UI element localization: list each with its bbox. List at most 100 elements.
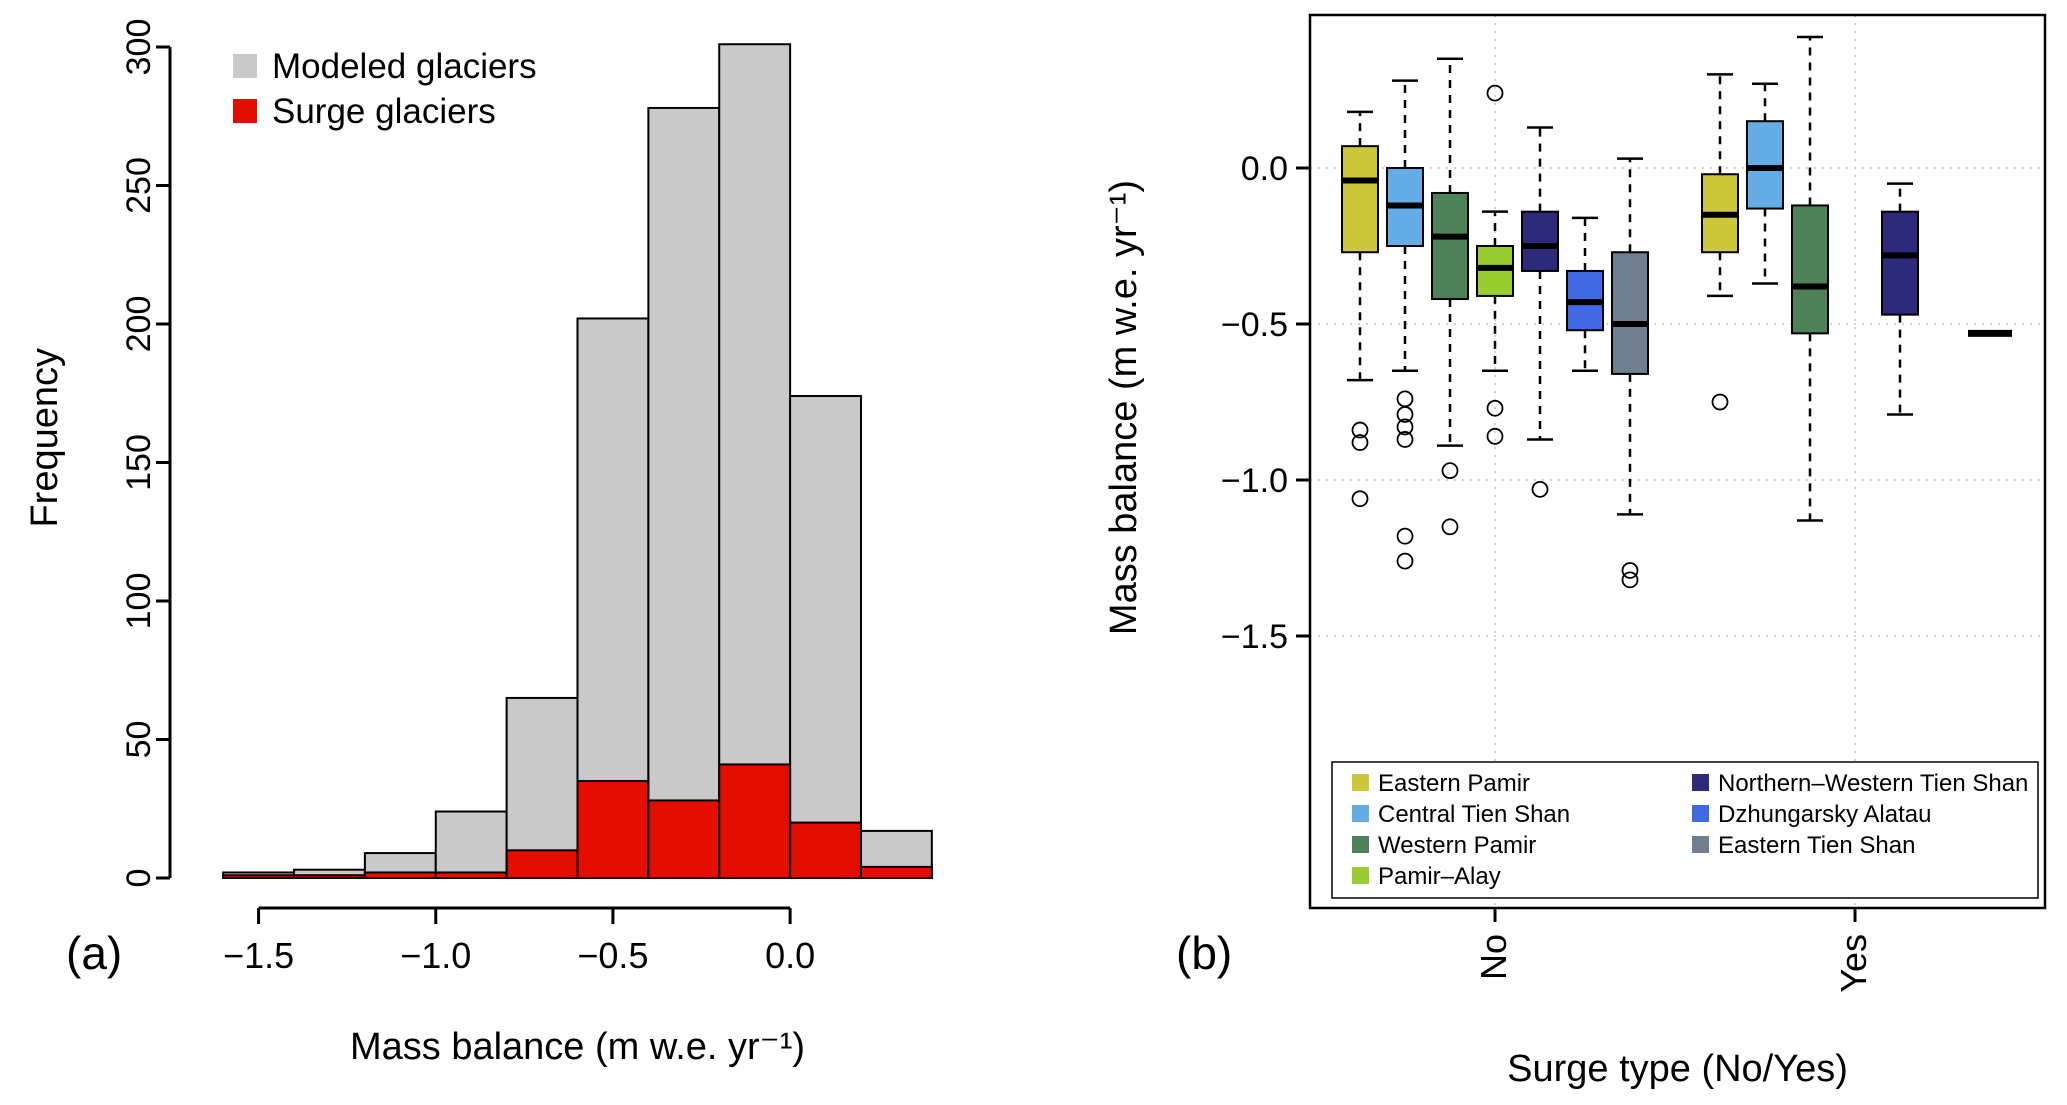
iqr-box	[1881, 210, 1919, 316]
y-tick-label: −1.0	[1221, 462, 1288, 500]
histogram-bar	[789, 395, 862, 879]
y-tick-label: 0.0	[1241, 150, 1288, 188]
x-tick-label: −0.5	[577, 935, 648, 976]
histogram-bar	[789, 821, 862, 879]
outlier-point	[1396, 406, 1414, 423]
y-tick-label: 250	[120, 157, 158, 214]
y-axis: 0.0 −0.5 −1.0 −1.5	[1221, 150, 1310, 656]
outlier-point	[1351, 421, 1369, 439]
legend-swatch	[1692, 774, 1709, 791]
legend-label: Modeled glaciers	[272, 47, 537, 86]
x-tick-label: No	[1473, 934, 1514, 980]
legend-swatch	[1352, 836, 1369, 853]
outlier-point	[1486, 84, 1504, 102]
panel-a-y-axis-title: Frequency	[24, 348, 66, 528]
box-yes-2	[1791, 35, 1829, 522]
histogram-legend: Modeled glaciers Surge glaciers	[233, 47, 537, 131]
legend-label: Surge glaciers	[272, 92, 496, 131]
legend-label: Pamir–Alay	[1378, 863, 1501, 890]
boxplot-legend: Eastern Pamir Central Tien Shan Western Pa…	[1331, 761, 2039, 899]
x-tick-label: −1.5	[223, 935, 294, 976]
legend-label: Western Pamir	[1378, 832, 1536, 859]
panel-b-y-axis-title: Mass balance (m w.e. yr⁻¹)	[1103, 180, 1145, 636]
box-yes-4	[1881, 182, 1919, 416]
x-tick-label: 0.0	[765, 935, 815, 976]
legend-swatch	[1352, 805, 1369, 822]
y-tick-label: 200	[120, 296, 158, 353]
box-no-0	[1341, 110, 1379, 508]
box-no-3	[1476, 84, 1514, 445]
outlier-point	[1441, 518, 1459, 536]
y-axis: 0 50 100 150 200 250 300	[120, 19, 172, 888]
iqr-box	[1746, 120, 1784, 210]
panel-b-label: (b)	[1176, 927, 1233, 979]
panel-b-x-axis-title: Surge type (No/Yes)	[1507, 1048, 1848, 1090]
iqr-box	[1791, 204, 1829, 335]
y-tick-label: 300	[120, 19, 158, 76]
histogram-bar	[718, 763, 792, 879]
legend-swatch	[1352, 867, 1369, 884]
outlier-point	[1486, 399, 1504, 417]
histogram-bar	[576, 780, 650, 879]
panel-a-label: (a)	[66, 927, 123, 979]
outlier-point	[1351, 434, 1369, 451]
outlier-point	[1396, 552, 1414, 570]
outlier-point	[1486, 427, 1504, 445]
legend-swatch	[1352, 774, 1369, 791]
legend-label: Northern–Western Tien Shan	[1718, 770, 2028, 797]
iqr-box	[1476, 245, 1514, 297]
x-axis: No Yes	[1473, 908, 1874, 993]
box-no-5	[1566, 216, 1604, 373]
y-tick-label: 50	[120, 721, 158, 759]
histogram-bar	[859, 865, 933, 879]
histogram-bar	[505, 849, 579, 879]
surge-glaciers-bars	[222, 763, 933, 880]
legend-swatch	[1692, 836, 1709, 853]
legend-label: Central Tien Shan	[1378, 801, 1570, 828]
histogram-bar	[647, 799, 721, 879]
iqr-box	[1521, 210, 1559, 272]
y-tick-label: 0	[120, 869, 158, 888]
legend-label: Dzhungarsky Alatau	[1718, 801, 1931, 828]
plot-border	[1308, 13, 2047, 910]
outlier-point	[1396, 431, 1414, 448]
legend-swatch	[233, 99, 257, 123]
box-yes-1	[1746, 82, 1784, 285]
outlier-point	[1531, 480, 1549, 498]
outlier-point	[1396, 418, 1414, 436]
box-no-4	[1521, 126, 1559, 498]
histogram-bar	[718, 43, 792, 880]
outlier-point	[1441, 462, 1459, 480]
y-tick-label: 150	[120, 434, 158, 491]
iqr-box	[1431, 191, 1469, 301]
iqr-box	[1341, 145, 1379, 254]
box-no-6	[1611, 157, 1649, 589]
legend-label: Eastern Tien Shan	[1718, 832, 1915, 859]
outlier-point	[1396, 390, 1414, 408]
panel-a-x-axis-title: Mass balance (m w.e. yr⁻¹)	[349, 1026, 806, 1068]
modeled-glaciers-bars	[222, 43, 933, 880]
outlier-point	[1621, 562, 1639, 579]
box-yes-0	[1701, 73, 1739, 411]
boxes	[1341, 35, 2012, 589]
box-no-2	[1431, 57, 1469, 536]
box-no-1	[1386, 79, 1424, 570]
iqr-box	[1611, 251, 1649, 375]
outlier-point	[1621, 571, 1639, 589]
y-tick-label: 100	[120, 573, 158, 630]
x-axis: −1.5 −1.0 −0.5 0.0	[223, 906, 815, 976]
histogram-bar	[647, 106, 721, 879]
x-tick-label: −1.0	[400, 935, 471, 976]
legend-swatch	[233, 54, 257, 78]
legend-swatch	[1692, 805, 1709, 822]
outlier-point	[1351, 490, 1369, 508]
histogram-bar	[434, 810, 508, 880]
outlier-point	[1396, 527, 1414, 545]
y-tick-label: −0.5	[1221, 306, 1288, 344]
y-tick-label: −1.5	[1221, 618, 1288, 656]
legend-label: Eastern Pamir	[1378, 770, 1530, 797]
grid	[1310, 15, 2045, 908]
